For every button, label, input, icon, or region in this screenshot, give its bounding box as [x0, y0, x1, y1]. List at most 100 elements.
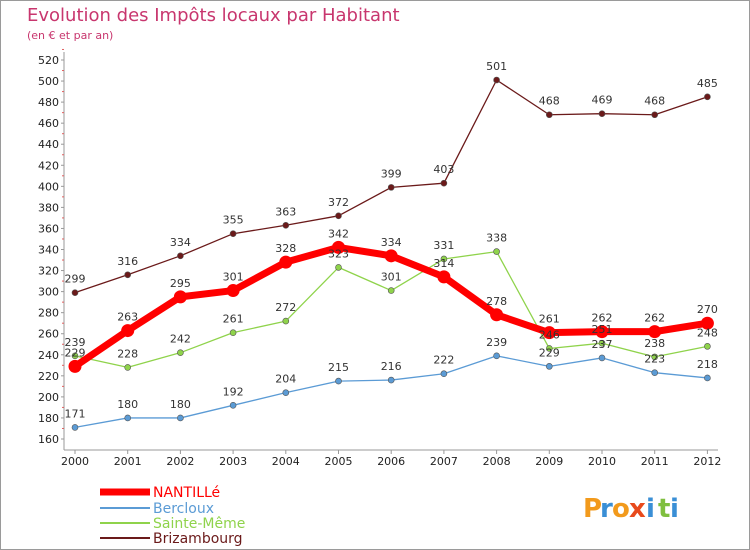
data-label: 316: [117, 255, 138, 268]
data-label: 363: [275, 205, 296, 218]
x-tick-label: 2012: [693, 455, 721, 468]
x-tick-label: 2002: [166, 455, 194, 468]
data-label: 204: [275, 373, 296, 386]
data-label: 261: [223, 313, 244, 326]
data-point: [598, 354, 606, 362]
data-label: 262: [644, 312, 665, 325]
data-point: [384, 249, 398, 263]
data-label: 295: [170, 277, 191, 290]
data-point: [700, 316, 714, 330]
data-label: 372: [328, 196, 349, 209]
legend-label: NANTILLé: [153, 485, 220, 501]
data-point: [124, 414, 131, 422]
data-label: 501: [486, 60, 507, 73]
data-label: 270: [697, 303, 718, 316]
y-tick-label: 380: [38, 201, 59, 214]
data-label: 180: [117, 398, 138, 411]
data-point: [282, 389, 290, 396]
data-label: 251: [592, 323, 613, 336]
data-point: [490, 308, 504, 322]
data-point: [173, 290, 187, 304]
y-tick-label: 440: [38, 138, 59, 151]
data-point: [704, 93, 711, 101]
data-point: [387, 184, 395, 191]
data-point: [71, 289, 79, 296]
data-label: 355: [223, 214, 244, 227]
data-label: 331: [433, 239, 454, 252]
data-label: 338: [486, 232, 507, 245]
data-point: [279, 255, 293, 269]
data-label: 237: [592, 338, 613, 351]
x-tick-label: 2004: [272, 455, 300, 468]
data-point: [595, 325, 609, 339]
data-point: [229, 230, 237, 238]
chart-title: Evolution des Impôts locaux par Habitant: [27, 5, 400, 26]
data-point: [542, 326, 556, 340]
data-label: 229: [65, 346, 86, 359]
data-point: [335, 377, 342, 385]
data-label: 216: [381, 360, 402, 373]
data-point: [68, 359, 82, 373]
logo-letter: t: [658, 494, 670, 524]
data-point: [704, 374, 711, 382]
data-label: 334: [381, 236, 402, 249]
data-point: [71, 352, 79, 360]
logo-letter: x: [629, 494, 646, 524]
data-point: [440, 179, 448, 187]
data-label: 403: [433, 163, 454, 176]
y-tick-label: 160: [38, 433, 59, 446]
data-point: [177, 349, 184, 356]
data-point: [124, 271, 131, 279]
legend-label: Brizambourg: [153, 531, 243, 547]
data-label: 468: [539, 95, 560, 108]
data-label: 223: [644, 353, 665, 366]
y-tick-label: 460: [38, 117, 59, 130]
data-label: 301: [223, 271, 244, 284]
data-label: 192: [223, 385, 244, 398]
logo-letter: i: [646, 494, 655, 524]
data-label: 215: [328, 361, 349, 374]
x-tick-label: 2000: [61, 455, 89, 468]
data-point: [493, 248, 500, 255]
data-point: [545, 345, 553, 352]
data-point: [704, 343, 711, 350]
data-point: [651, 369, 659, 376]
data-label: 261: [539, 313, 560, 326]
y-tick-label: 500: [38, 75, 59, 88]
data-label: 328: [275, 242, 296, 255]
data-point: [648, 325, 662, 339]
x-tick-label: 2008: [483, 455, 511, 468]
x-tick-label: 2005: [325, 455, 353, 468]
data-label: 485: [697, 77, 718, 90]
data-point: [598, 110, 606, 117]
logo-letter: r: [600, 494, 613, 524]
y-tick-label: 360: [38, 222, 59, 235]
data-label: 399: [381, 167, 402, 180]
data-point: [229, 402, 237, 409]
data-point: [440, 370, 448, 378]
data-point: [121, 324, 135, 338]
y-tick-label: 180: [38, 412, 59, 425]
y-tick-label: 280: [38, 307, 59, 320]
data-point: [229, 329, 237, 336]
data-label: 171: [65, 407, 86, 420]
data-point: [226, 284, 240, 298]
x-tick-label: 2007: [430, 455, 458, 468]
data-point: [493, 76, 500, 84]
y-tick-label: 320: [38, 265, 59, 278]
y-tick-label: 300: [38, 286, 59, 299]
data-label: 229: [539, 346, 560, 359]
data-label: 334: [170, 236, 191, 249]
x-tick-label: 2003: [219, 455, 247, 468]
data-point: [493, 352, 500, 360]
data-label: 469: [592, 94, 613, 107]
data-label: 301: [381, 271, 402, 284]
data-label: 342: [328, 227, 349, 240]
data-label: 323: [328, 247, 349, 260]
data-point: [651, 111, 659, 119]
x-tick-label: 2010: [588, 455, 616, 468]
data-label: 218: [697, 358, 718, 371]
legend-label: Bercloux: [153, 501, 214, 517]
y-tick-label: 400: [38, 180, 59, 193]
y-tick-label: 520: [38, 54, 59, 67]
